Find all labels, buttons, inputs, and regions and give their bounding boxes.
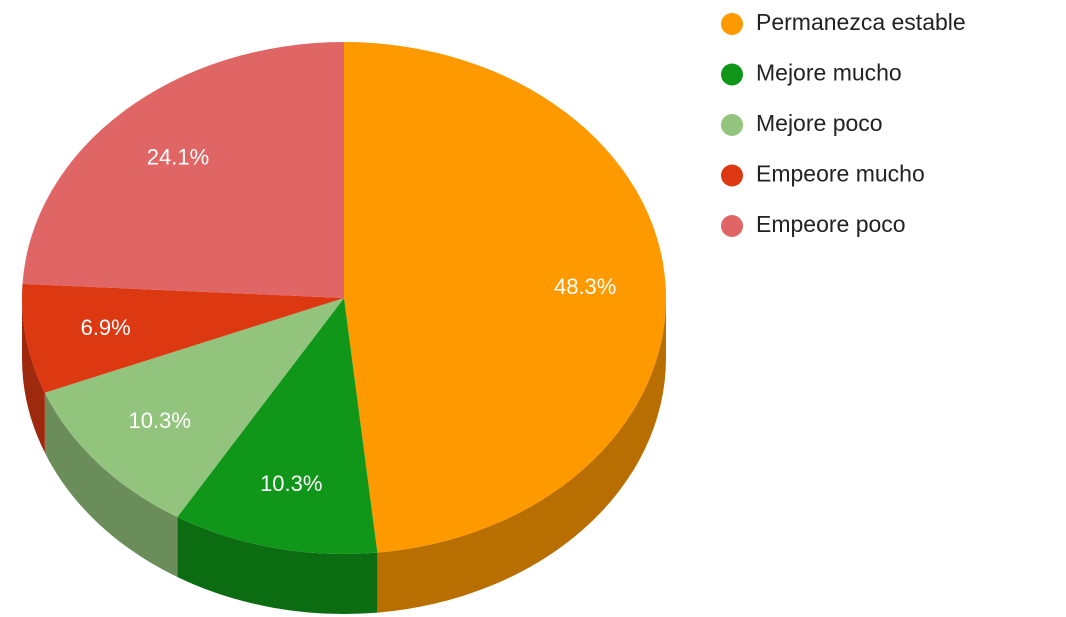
slice	[177, 298, 378, 555]
legend-swatch	[721, 13, 743, 35]
slice-side	[44, 392, 178, 578]
slice	[344, 42, 666, 553]
data-label: 24.1%	[147, 144, 209, 169]
slice-side	[377, 298, 667, 613]
data-label: 10.3%	[129, 408, 191, 433]
legend-label: Mejore poco	[756, 110, 883, 136]
data-label: 48.3%	[554, 274, 616, 299]
legend-label: Mejore mucho	[756, 60, 902, 86]
slice-side	[177, 517, 378, 615]
legend-swatch	[721, 164, 743, 187]
slice-side	[22, 298, 45, 453]
legend-swatch	[721, 215, 743, 237]
legend-label: Empeore mucho	[756, 161, 925, 187]
legend-swatch	[721, 63, 743, 86]
data-label: 10.3%	[260, 471, 322, 496]
slice	[44, 298, 344, 518]
legend-swatch	[721, 114, 743, 136]
slice	[22, 42, 344, 298]
legend-label: Empeore poco	[756, 211, 906, 237]
slice	[21, 283, 344, 393]
data-label: 6.9%	[81, 315, 131, 340]
legend-label: Permanezca estable	[756, 9, 966, 35]
